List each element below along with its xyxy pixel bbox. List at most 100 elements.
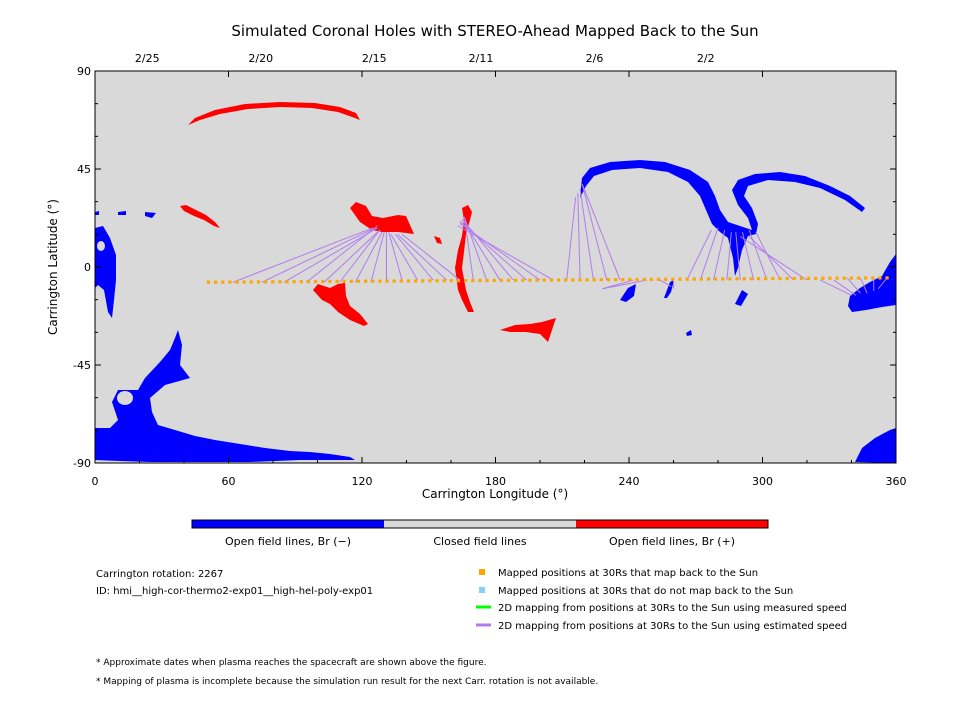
track-point (442, 279, 446, 283)
mapping-line (859, 277, 868, 294)
track-point (228, 280, 232, 284)
carrington-rotation: Carrington rotation: 2267 (96, 569, 223, 580)
track-point (214, 280, 218, 284)
mapping-line (726, 232, 732, 281)
track-point (785, 276, 789, 281)
track-point (699, 277, 703, 281)
filament-hole (455, 205, 474, 312)
mapping-line (232, 227, 374, 283)
track-point (671, 277, 675, 281)
track-point (642, 277, 646, 282)
track-point (299, 280, 303, 284)
track-point (392, 279, 396, 283)
track-point (221, 280, 225, 284)
legend-swatch-unmapped (479, 587, 485, 593)
x-tick-label: 240 (619, 475, 640, 488)
y-tick-label: -90 (73, 457, 91, 470)
track-point (314, 279, 318, 284)
mapping-line (833, 279, 857, 296)
mapping-line (741, 232, 755, 281)
track-point (406, 279, 411, 283)
mapping-line (713, 229, 726, 281)
west-limb-gap (97, 241, 105, 251)
track-point (592, 278, 596, 282)
mapping-line (748, 236, 794, 281)
track-point (414, 279, 418, 283)
mapping-line (877, 277, 888, 290)
track-point (371, 279, 375, 283)
x-tick-label: 180 (485, 475, 506, 488)
west-dots (95, 211, 156, 218)
footnote-dates: * Approximate dates when plasma reaches … (96, 658, 487, 668)
mapping-line (686, 229, 712, 281)
mapping-line (699, 227, 719, 281)
track-point (828, 276, 832, 280)
track-point (885, 276, 889, 280)
track-point (735, 277, 739, 281)
track-point (506, 278, 511, 282)
track-point (806, 276, 811, 280)
legend-swatch-mapped (479, 569, 485, 575)
track-point (378, 279, 382, 283)
track-point (399, 279, 403, 283)
x-tick-label: 120 (352, 475, 373, 488)
track-point (306, 280, 311, 284)
track-point (842, 276, 846, 280)
track-point (499, 278, 503, 282)
colorbar-label-negative: Open field lines, Br (−) (225, 535, 351, 548)
mapping-line (748, 229, 768, 281)
track-point (364, 279, 368, 283)
axes: 0 60 120 180 240 300 360 90 45 0 -45 -90 2/25 2/20 2/1… (73, 52, 906, 488)
x-tick-label: 60 (222, 475, 236, 488)
colorbar-label-positive: Open field lines, Br (+) (609, 535, 735, 548)
mapping-line (735, 232, 741, 281)
y-axis-label: Carrington Latitude (°) (46, 199, 60, 335)
track-point (542, 278, 546, 282)
mapping-line (390, 234, 419, 281)
track-point (492, 278, 496, 283)
small-north-hole (180, 205, 220, 228)
x-tick-label: 0 (92, 475, 99, 488)
track-point (235, 280, 239, 284)
simulation-id: ID: hmi__high-cor-thermo2-exp01__high-he… (96, 586, 373, 597)
track-point (242, 280, 246, 284)
track-point (428, 279, 432, 283)
track-point (849, 276, 853, 280)
mapping-line (755, 231, 781, 281)
arch-hole (580, 160, 865, 276)
date-tick-label: 2/11 (469, 52, 494, 65)
track-point (328, 279, 332, 284)
track-point (756, 277, 761, 281)
mapping-line (394, 234, 434, 281)
y-tick-label: 45 (77, 163, 91, 176)
track-point (556, 278, 561, 282)
track-point (656, 277, 661, 281)
arch-lower-bits (620, 280, 748, 336)
track-point (385, 279, 389, 283)
track-point (349, 279, 353, 283)
track-point (664, 277, 668, 281)
x-tick-label: 360 (886, 475, 907, 488)
track-point (835, 276, 839, 280)
track-point (535, 278, 539, 282)
track-point (471, 278, 475, 283)
spacecraft-track (206, 276, 889, 284)
track-point (878, 276, 882, 280)
track-point (621, 277, 625, 282)
south-east-hole (855, 428, 896, 463)
legend-label-estimated: 2D mapping from positions at 30Rs to the… (498, 621, 847, 632)
south-polar-gap (117, 391, 133, 405)
mapping-line (846, 277, 861, 294)
date-tick-label: 2/20 (248, 52, 273, 65)
colorbar-positive (576, 520, 768, 528)
track-point (599, 278, 603, 282)
track-point (692, 277, 696, 281)
mapping-line (820, 279, 852, 296)
track-point (856, 276, 861, 280)
track-point (864, 276, 868, 280)
mapping-line (370, 232, 385, 283)
plot-area (94, 70, 897, 464)
positive-coronal-holes (180, 102, 556, 342)
mapping-line (602, 279, 647, 290)
chart-title: Simulated Coronal Holes with STEREO-Ahea… (231, 22, 758, 40)
